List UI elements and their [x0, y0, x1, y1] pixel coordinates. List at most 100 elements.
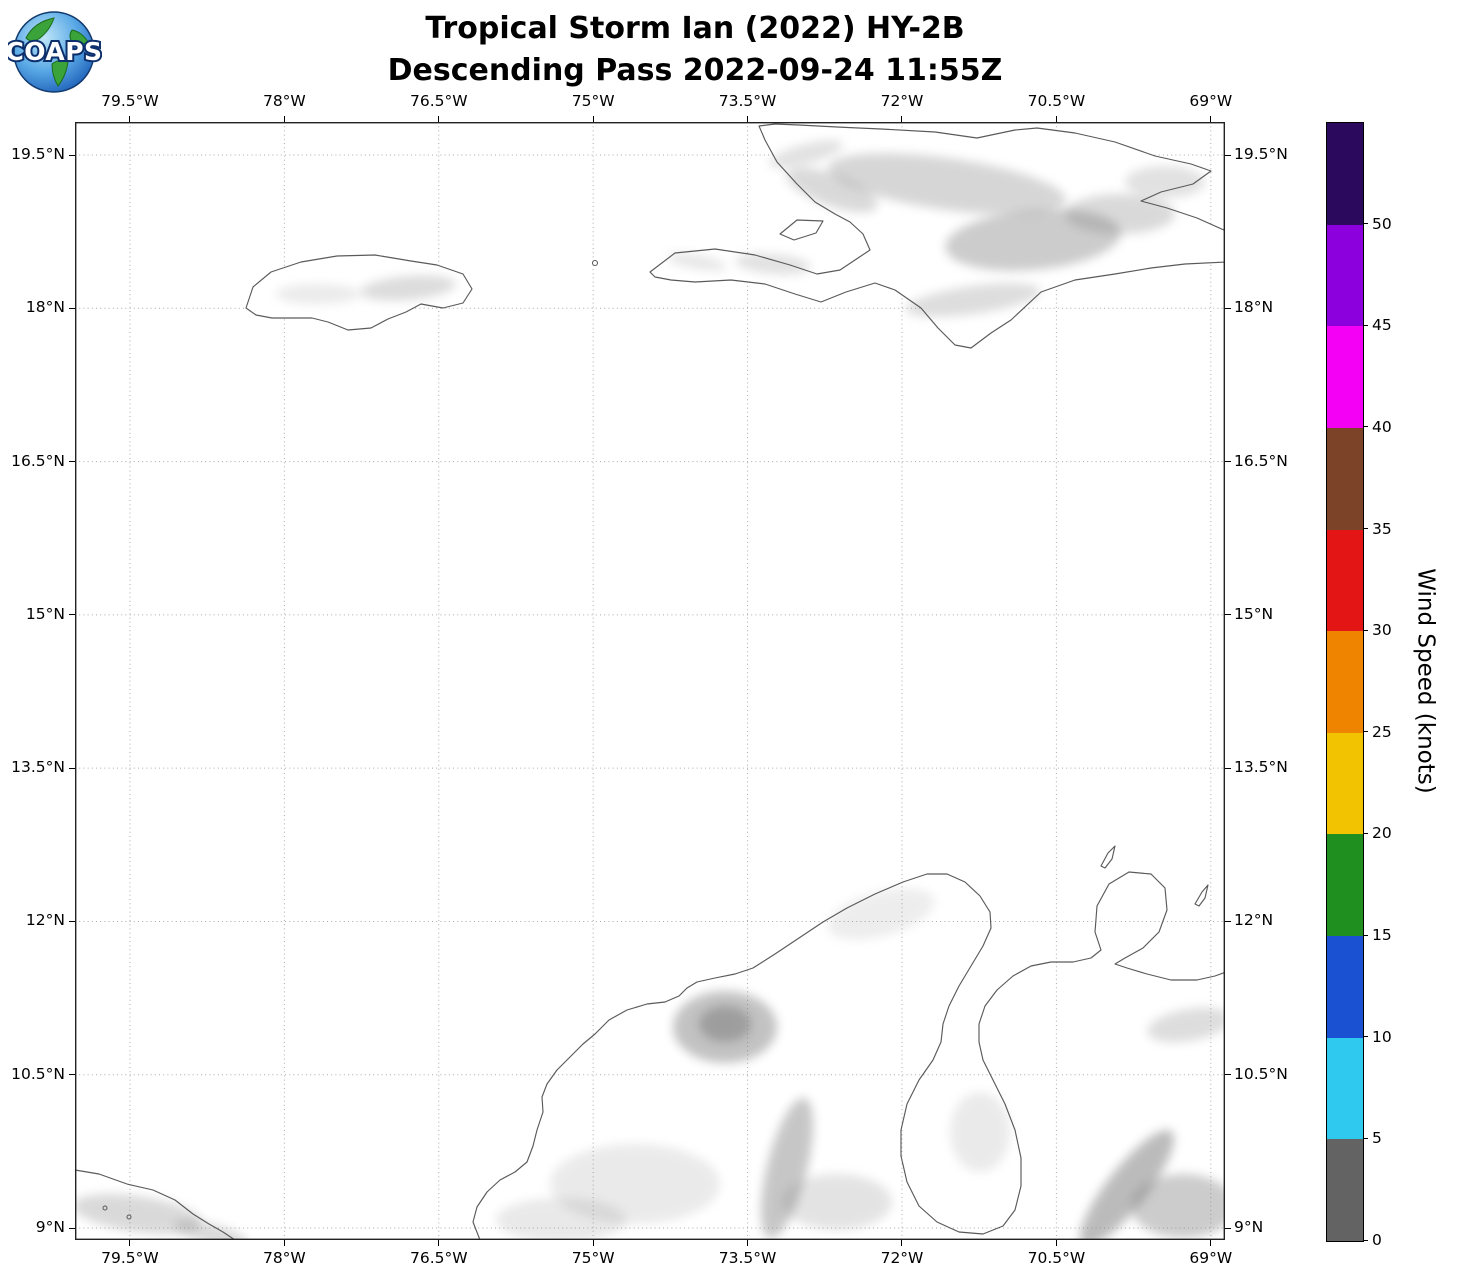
title-line-2: Descending Pass 2022-09-24 11:55Z — [387, 53, 1003, 88]
colorbar-tick-mark — [1363, 426, 1368, 428]
lat-tick-mark — [1225, 767, 1231, 769]
lat-tick-label-left: 12°N — [25, 911, 65, 930]
lon-tick-mark — [1210, 116, 1212, 122]
colorbar-segment — [1327, 122, 1363, 225]
lat-tick-label-right: 10.5°N — [1234, 1064, 1288, 1083]
lat-tick-mark — [1225, 614, 1231, 616]
terrain-shading — [950, 1092, 1010, 1172]
lat-tick-mark — [69, 767, 75, 769]
landfill-gonave — [780, 220, 823, 240]
colorbar-segment — [1327, 1138, 1363, 1241]
lon-tick-mark — [747, 116, 749, 122]
lon-tick-mark — [283, 116, 285, 122]
lon-tick-label-bottom: 73.5°W — [718, 1249, 777, 1264]
colorbar-tick-mark — [1363, 731, 1368, 733]
lon-tick-label-bottom: 75°W — [571, 1249, 615, 1264]
lon-tick-label-top: 75°W — [571, 92, 615, 110]
terrain-shading — [782, 1174, 892, 1230]
colorbar-segment — [1327, 630, 1363, 733]
lon-tick-label-top: 79.5°W — [101, 92, 159, 110]
lon-tick-label-top: 78°W — [262, 92, 306, 110]
lat-tick-label-right: 18°N — [1234, 298, 1274, 317]
lon-tick-mark — [747, 1240, 749, 1246]
colorbar-tick-label: 50 — [1372, 214, 1392, 233]
lon-tick-mark — [1055, 116, 1057, 122]
coaps-logo-text: COAPS — [8, 37, 102, 66]
terrain-shading — [760, 1097, 814, 1239]
terrain-shading — [769, 140, 843, 168]
terrain-shading — [360, 275, 456, 301]
colorbar — [1326, 122, 1364, 1242]
lon-tick-mark — [901, 116, 903, 122]
lat-tick-mark — [1225, 154, 1231, 156]
terrain-shading — [1065, 194, 1175, 234]
plot-title: Tropical Storm Ian (2022) HY-2B Descendi… — [75, 8, 1315, 92]
lat-tick-label-right: 12°N — [1234, 911, 1274, 930]
title-line-1: Tropical Storm Ian (2022) HY-2B — [425, 11, 965, 46]
colorbar-segment — [1327, 935, 1363, 1038]
lat-tick-label-left: 18°N — [25, 298, 65, 317]
lat-tick-mark — [1225, 920, 1231, 922]
globe-continent-east — [69, 29, 89, 45]
lon-tick-mark — [901, 1240, 903, 1246]
colorbar-tick-mark — [1363, 1239, 1368, 1241]
colorbar-tick-label: 0 — [1372, 1231, 1382, 1249]
terrain-shading — [1079, 1129, 1175, 1240]
lat-tick-label-right: 16.5°N — [1234, 451, 1288, 470]
colorbar-tick-label: 35 — [1372, 519, 1392, 538]
colorbar-tick-mark — [1363, 832, 1368, 834]
lat-tick-mark — [1225, 461, 1231, 463]
map-canvas — [75, 122, 1225, 1240]
colorbar-tick-mark — [1363, 934, 1368, 936]
terrain-shading — [699, 1006, 751, 1042]
lon-tick-label-bottom: 78°W — [262, 1249, 306, 1264]
coastline-south-america — [472, 871, 1225, 1240]
terrain-shading — [174, 1220, 248, 1240]
colorbar-tick-mark — [1363, 1036, 1368, 1038]
colorbar-tick-mark — [1363, 223, 1368, 225]
lat-tick-mark — [69, 154, 75, 156]
lat-tick-label-left: 19.5°N — [11, 145, 65, 163]
colorbar-tick-label: 40 — [1372, 417, 1392, 436]
globe-continent-north — [25, 17, 55, 42]
coastline-aruba — [1100, 845, 1116, 869]
lat-tick-mark — [69, 461, 75, 463]
coastline-gonave-island — [779, 219, 824, 241]
colorbar-segment — [1327, 833, 1363, 937]
lon-tick-mark — [592, 1240, 594, 1246]
lon-tick-label-bottom: 76.5°W — [409, 1249, 468, 1264]
lat-tick-mark — [69, 1074, 75, 1076]
lon-tick-label-bottom: 79.5°W — [101, 1249, 159, 1264]
lat-tick-mark — [69, 1227, 75, 1229]
colorbar-tick-mark — [1363, 1137, 1368, 1139]
terrain-shading — [1147, 1007, 1225, 1043]
lon-tick-label-bottom: 69°W — [1189, 1249, 1233, 1264]
plot-border — [75, 122, 1225, 1240]
lat-tick-mark — [69, 614, 75, 616]
lon-tick-mark — [129, 1240, 131, 1246]
coastline-curacao — [1194, 884, 1209, 907]
terrain-shading — [786, 167, 878, 213]
coastline-islet — [126, 1214, 132, 1220]
coaps-logo-canvas: COAPS — [3, 11, 104, 93]
lat-tick-label-left: 16.5°N — [11, 451, 65, 470]
map-plot — [75, 122, 1225, 1240]
lon-tick-mark — [1055, 1240, 1057, 1246]
colorbar-segment — [1327, 427, 1363, 530]
terrain-shading — [75, 1194, 202, 1234]
lat-tick-label-left: 13.5°N — [11, 758, 65, 777]
lat-tick-label-left: 15°N — [25, 604, 65, 623]
terrain-shading — [667, 253, 727, 271]
colorbar-tick-label: 10 — [1372, 1027, 1392, 1046]
colorbar-tick-label: 45 — [1372, 316, 1392, 335]
coastline-jamaica — [245, 254, 473, 331]
colorbar-segment — [1327, 224, 1363, 327]
lat-tick-label-left: 9°N — [35, 1218, 65, 1237]
lat-tick-mark — [1225, 307, 1231, 309]
colorbar-segment — [1327, 529, 1363, 632]
lon-tick-label-top: 76.5°W — [409, 92, 468, 110]
coaps-logo: COAPS — [3, 6, 104, 98]
colorbar-axis-label-wrap: Wind Speed (knots) — [1400, 122, 1452, 1240]
lat-tick-label-right: 19.5°N — [1234, 145, 1288, 163]
